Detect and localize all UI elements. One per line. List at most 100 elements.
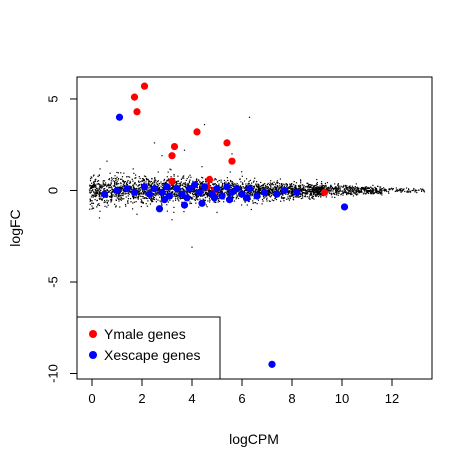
- background-gene-point: [373, 192, 375, 194]
- background-gene-point: [232, 183, 234, 185]
- background-gene-point: [332, 192, 334, 195]
- background-gene-point: [193, 189, 195, 192]
- background-gene-point: [319, 190, 322, 193]
- background-gene-point: [275, 183, 277, 185]
- background-gene-point: [178, 200, 180, 202]
- background-gene-point: [180, 184, 182, 186]
- background-gene-point: [304, 188, 307, 190]
- background-gene-point: [281, 186, 283, 188]
- background-gene-point: [247, 183, 250, 185]
- background-gene-point: [160, 201, 162, 203]
- background-gene-point: [195, 197, 197, 200]
- background-gene-point: [223, 198, 225, 200]
- background-gene-point: [208, 198, 211, 200]
- background-gene-point: [366, 191, 369, 194]
- background-gene-point: [165, 191, 167, 193]
- background-gene-point: [307, 192, 309, 194]
- background-gene-point: [313, 185, 315, 187]
- background-gene-point: [170, 187, 172, 189]
- background-gene-point: [263, 197, 265, 200]
- background-gene-point: [184, 182, 186, 184]
- background-gene-point: [356, 186, 358, 188]
- background-gene-point: [119, 178, 122, 180]
- background-gene-point: [194, 199, 196, 201]
- background-gene-point: [237, 195, 239, 197]
- background-gene-point: [377, 191, 379, 193]
- background-gene-point: [185, 190, 187, 192]
- background-gene-point: [198, 187, 201, 189]
- background-gene-point: [272, 187, 274, 189]
- background-gene-point: [192, 180, 194, 182]
- background-gene-point: [91, 186, 93, 188]
- background-gene-point: [212, 183, 214, 185]
- background-gene-point: [267, 193, 269, 196]
- background-gene-point: [103, 185, 105, 187]
- background-gene-point: [261, 187, 263, 189]
- background-gene-point: [280, 200, 282, 202]
- background-gene-point: [256, 203, 258, 205]
- background-gene-point: [217, 195, 219, 197]
- background-gene-point: [153, 183, 155, 186]
- background-gene-point: [197, 199, 199, 201]
- background-gene-point: [199, 185, 202, 187]
- background-gene-point: [149, 203, 152, 205]
- background-gene-point: [374, 191, 376, 193]
- background-gene-point: [100, 192, 102, 194]
- background-gene-point: [142, 191, 145, 194]
- background-gene-point: [376, 190, 378, 192]
- background-gene-point: [316, 184, 318, 186]
- background-gene-point: [290, 195, 292, 197]
- background-gene-point: [352, 195, 355, 197]
- background-gene-point: [310, 190, 313, 193]
- ymale-gene-point: [140, 82, 149, 90]
- background-gene-point: [278, 189, 280, 191]
- background-gene-point: [331, 196, 333, 198]
- background-gene-point: [108, 178, 111, 180]
- background-gene-point: [175, 183, 177, 186]
- background-gene-point: [98, 194, 101, 196]
- background-gene-point: [191, 196, 193, 198]
- background-gene-point: [249, 179, 251, 182]
- background-gene-point: [290, 188, 292, 190]
- background-gene-point: [137, 191, 140, 193]
- background-gene-point: [206, 206, 208, 208]
- background-gene-point: [89, 187, 92, 189]
- background-gene-point: [321, 185, 323, 187]
- background-gene-point: [109, 199, 112, 201]
- background-gene-point: [227, 191, 229, 193]
- background-gene-point: [401, 189, 403, 192]
- background-gene-point: [157, 171, 159, 173]
- background-gene-point: [172, 191, 174, 193]
- background-gene-point: [365, 188, 367, 190]
- background-gene-point: [280, 196, 283, 198]
- background-gene-point: [175, 195, 177, 197]
- background-gene-point: [231, 153, 233, 155]
- xescape-gene-point: [243, 194, 251, 202]
- background-gene-point: [314, 194, 316, 196]
- background-gene-point: [371, 193, 373, 195]
- background-gene-point: [248, 183, 250, 185]
- background-gene-point: [358, 188, 360, 190]
- background-gene-point: [304, 192, 306, 194]
- background-gene-point: [149, 184, 152, 186]
- background-gene-point: [327, 189, 329, 192]
- background-gene-point: [158, 186, 161, 189]
- background-gene-point: [127, 202, 129, 204]
- background-gene-point: [268, 194, 270, 197]
- background-gene-point: [312, 187, 314, 189]
- background-gene-point: [245, 185, 247, 187]
- background-gene-point: [403, 188, 405, 190]
- background-gene-point: [107, 185, 109, 187]
- background-gene-point: [374, 186, 376, 189]
- background-gene-point: [218, 198, 220, 200]
- background-gene-point: [96, 180, 99, 182]
- background-gene-point: [176, 192, 178, 194]
- background-gene-point: [364, 193, 367, 195]
- background-gene-point: [202, 177, 204, 179]
- background-gene-point: [199, 181, 201, 183]
- background-gene-point: [177, 194, 179, 196]
- background-gene-point: [323, 187, 325, 189]
- background-gene-point: [149, 181, 152, 183]
- background-gene-point: [229, 171, 231, 173]
- background-gene-point: [252, 202, 254, 204]
